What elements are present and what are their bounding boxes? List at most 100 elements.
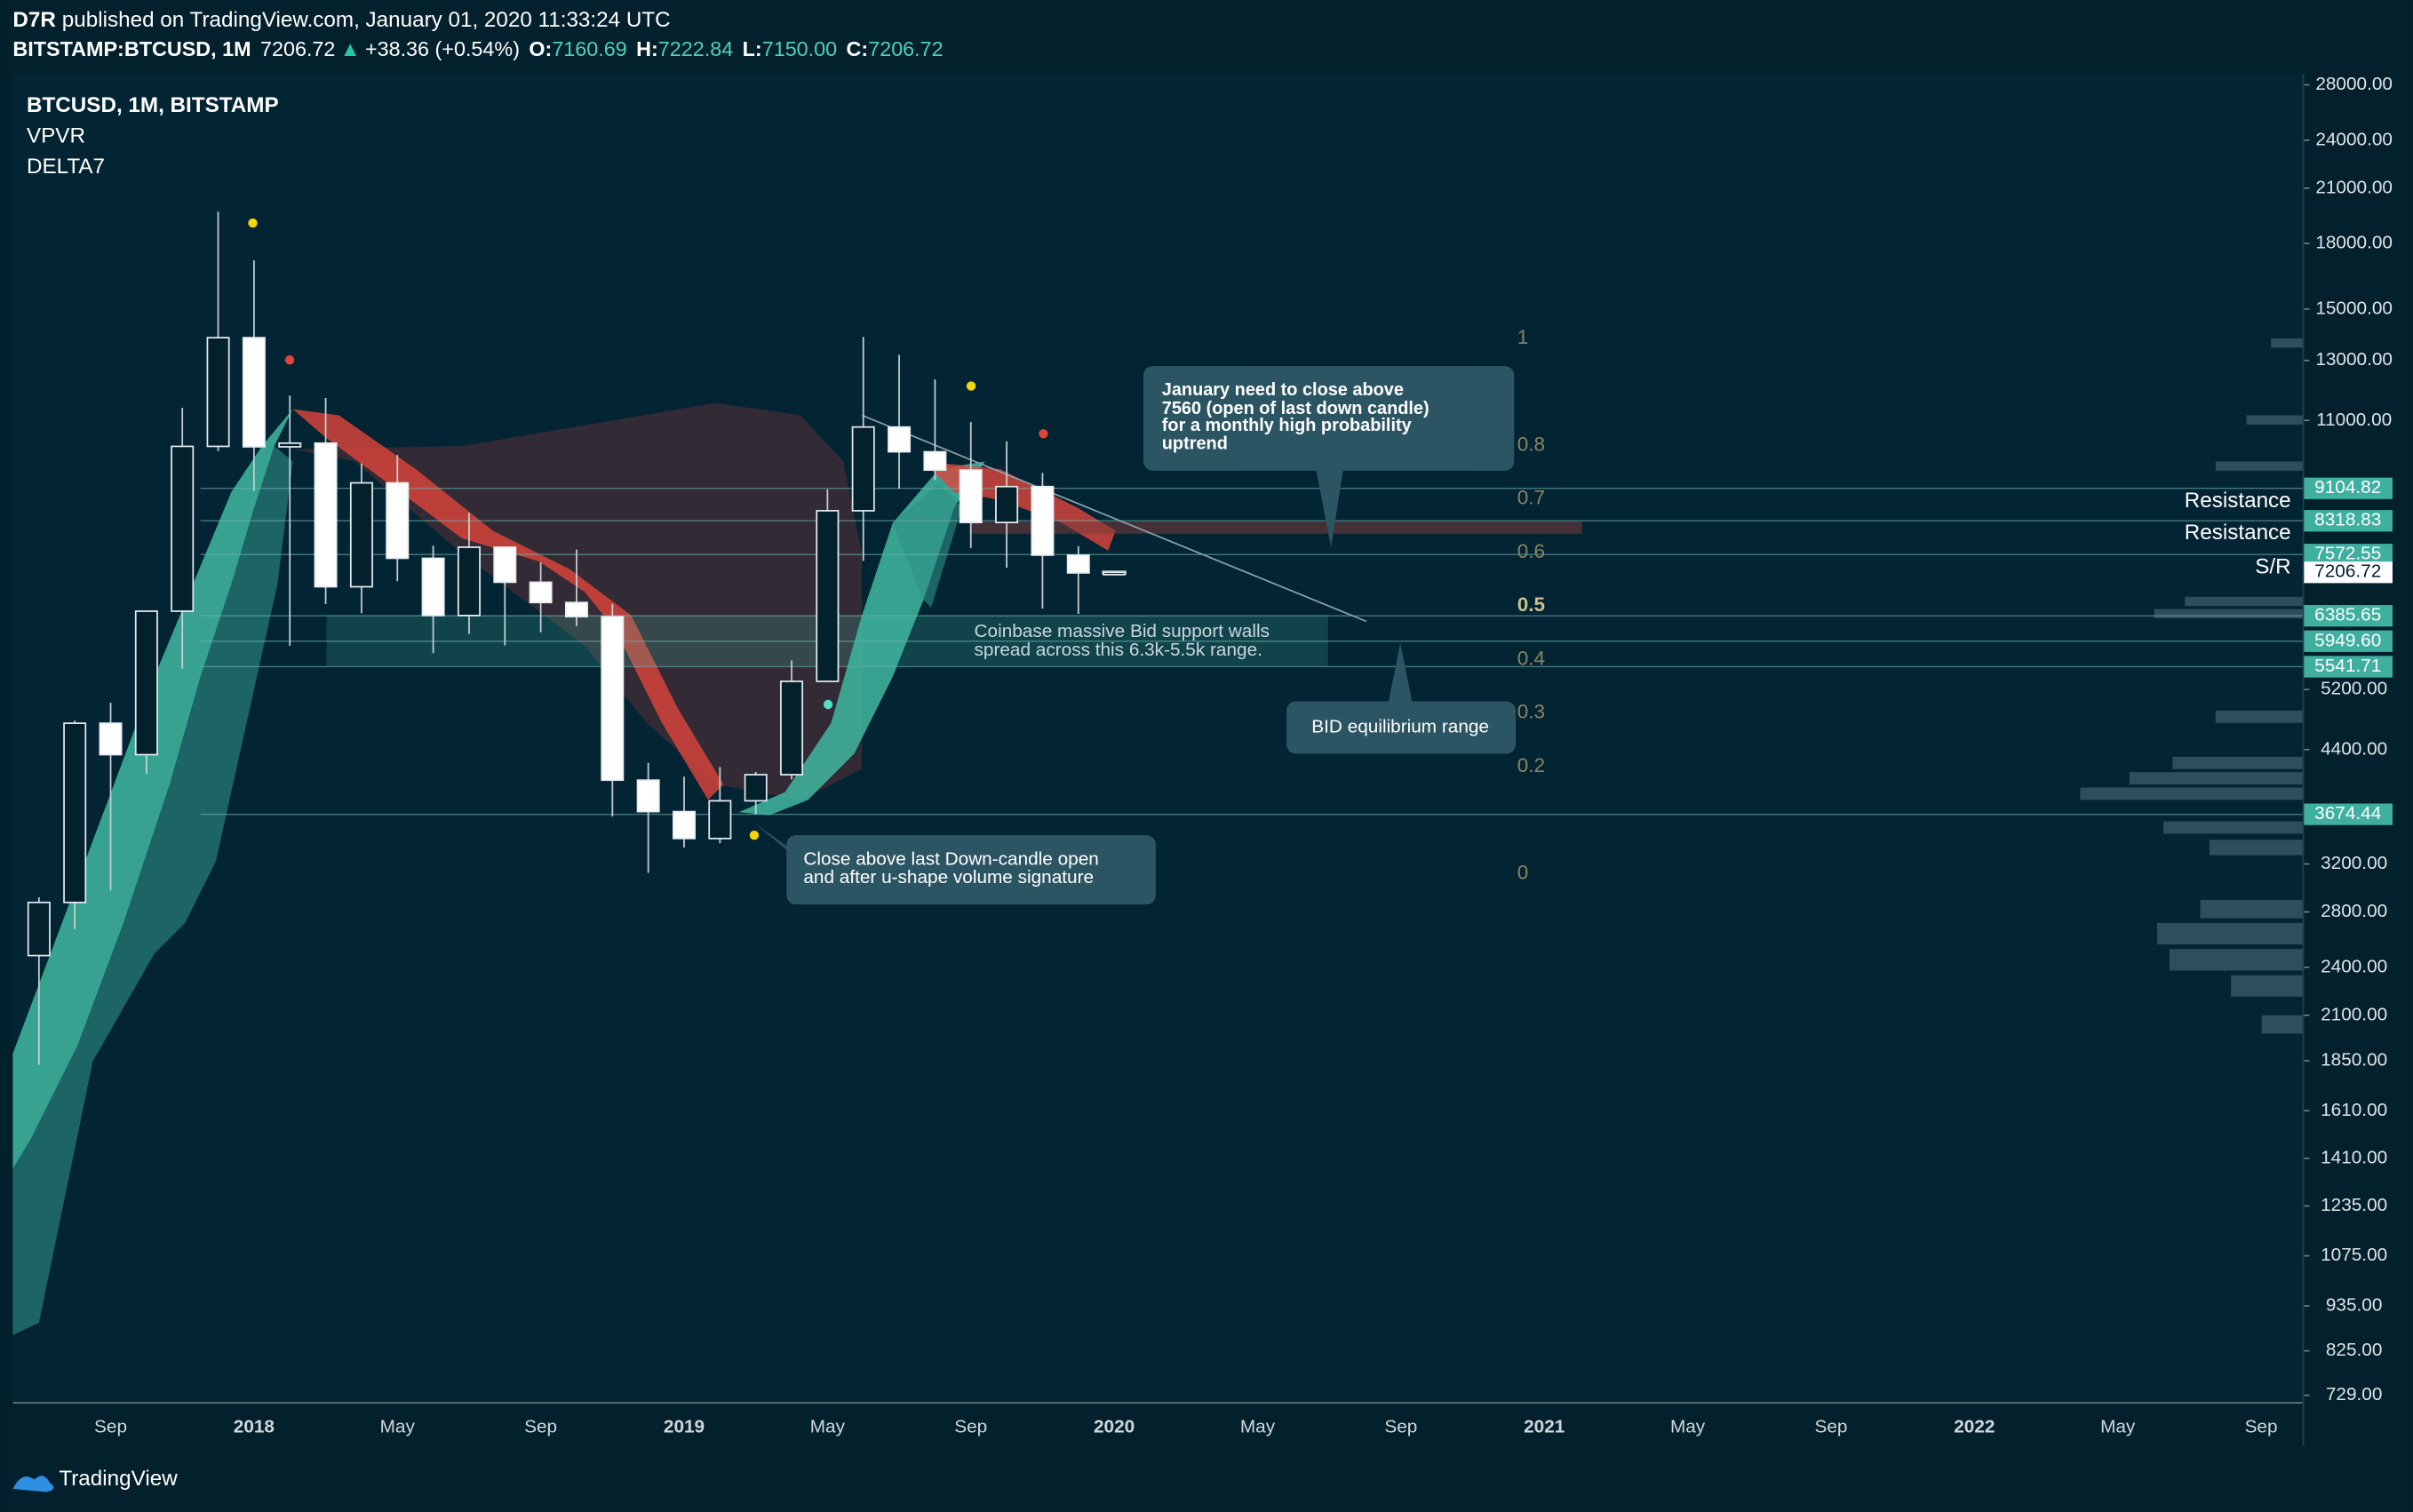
- volume-bar: [2080, 787, 2304, 800]
- fib-label: 0.6: [1517, 540, 1545, 562]
- candle-body: [959, 469, 983, 523]
- x-tick-label: Sep: [94, 1416, 127, 1436]
- volume-bar: [2231, 975, 2304, 997]
- callout: BID equilibrium range: [1286, 642, 1517, 754]
- last: 7206.72: [260, 37, 335, 60]
- callout-text: and after u-shape volume signature: [803, 867, 1094, 887]
- candle-body: [99, 722, 123, 756]
- price-label: 6385.65: [2314, 605, 2381, 625]
- ohlc-key: H:: [636, 37, 658, 60]
- fib-label: 0.5: [1517, 593, 1545, 616]
- signal-dot: [966, 381, 976, 391]
- legend-indicator: VPVR: [27, 124, 85, 148]
- x-tick-label: May: [380, 1416, 416, 1436]
- signal-dot: [823, 699, 833, 710]
- price-label: 5541.71: [2314, 656, 2381, 676]
- y-tick-label: 1235.00: [2321, 1195, 2387, 1215]
- last-price-box: [2303, 561, 2393, 584]
- callout-text: BID equilibrium range: [1311, 716, 1489, 736]
- indicator-clouds: [12, 402, 1116, 1335]
- y-tick-label: 1075.00: [2321, 1245, 2387, 1265]
- ohlc-value: 7206.72: [868, 37, 943, 60]
- y-tick-label: 28000.00: [2315, 74, 2393, 94]
- fib-label: 0: [1517, 861, 1529, 883]
- candle-body: [493, 546, 517, 584]
- y-tick-label: 825.00: [2326, 1340, 2383, 1360]
- publish-line: D7R published on TradingView.com, January…: [12, 9, 670, 33]
- fib-label: 1: [1517, 326, 1529, 348]
- price-label: 3674.44: [2314, 803, 2381, 824]
- x-tick-label: 2022: [1954, 1416, 1995, 1436]
- callout-box: [1286, 701, 1517, 754]
- volume-bar: [2129, 772, 2304, 785]
- level-text: S/R: [2255, 554, 2290, 578]
- y-tick-label: 13000.00: [2315, 349, 2393, 370]
- callout-text: 7560 (open of last down candle): [1162, 399, 1429, 418]
- callout-box: [786, 835, 1156, 905]
- x-tick-label: Sep: [954, 1416, 987, 1436]
- y-tick-label: 2400.00: [2321, 956, 2387, 976]
- fib-label: 0.8: [1517, 433, 1545, 455]
- symbol: BITSTAMP:BTCUSD, 1M: [12, 37, 251, 60]
- candle-body: [816, 510, 840, 682]
- ohlc-key: L:: [743, 37, 762, 60]
- candle-body: [888, 426, 912, 453]
- callout-text: January need to close above: [1162, 380, 1404, 400]
- volume-bar: [2200, 899, 2304, 919]
- callout: January need to close above 7560 (open o…: [1143, 366, 1515, 548]
- resistance-zone: [969, 521, 1582, 534]
- candle-body: [708, 800, 732, 840]
- volume-bar: [2246, 415, 2304, 425]
- y-tick-label: 729.00: [2326, 1384, 2383, 1405]
- zone-text: Coinbase massive Bid support walls: [975, 621, 1270, 641]
- legend-symbol: BTCUSD, 1M, BITSTAMP: [27, 93, 279, 117]
- x-tick-label: 2020: [1094, 1416, 1135, 1436]
- y-tick-label: 3200.00: [2321, 853, 2387, 873]
- fib-label: 0.2: [1517, 754, 1545, 776]
- volume-profile: [2080, 338, 2304, 1034]
- chart-layer: 28000.00 24000.00 21000.00 18000.00 15000.00…: [27, 74, 2393, 1436]
- candle-body: [1066, 554, 1090, 574]
- y-tick-label: 1850.00: [2321, 1050, 2387, 1070]
- y-tick-label: 24000.00: [2315, 129, 2393, 149]
- callout-box: [1143, 366, 1515, 471]
- green-band-lower: [12, 446, 293, 1335]
- green-band: [12, 409, 293, 1169]
- y-tick-label: 5200.00: [2321, 679, 2387, 699]
- green-band-lower: [892, 484, 962, 608]
- price-label-box: [2303, 510, 2393, 532]
- x-tick-label: 2018: [234, 1416, 275, 1436]
- fib-label: 0.4: [1517, 647, 1545, 669]
- callout-text: Close above last Down-candle open: [803, 848, 1098, 869]
- y-tick-label: 2100.00: [2321, 1004, 2387, 1024]
- fib-label: 0.7: [1517, 487, 1545, 509]
- x-tick-label: May: [810, 1416, 846, 1436]
- candle-body: [636, 779, 660, 813]
- candle-body: [529, 581, 553, 604]
- y-tick-label: 2800.00: [2321, 901, 2387, 921]
- candle-body: [457, 546, 481, 617]
- volume-bar: [2162, 821, 2304, 834]
- callout-pointer: [1315, 467, 1344, 548]
- volume-bar: [2169, 949, 2304, 971]
- candle-body: [386, 481, 410, 560]
- change: +38.36 (+0.54%): [365, 37, 520, 60]
- ohlc-key: C:: [847, 37, 869, 60]
- candle-body: [171, 445, 195, 612]
- candle-body: [314, 442, 338, 588]
- callout-pointer: [1388, 642, 1414, 704]
- signal-dot: [1039, 429, 1048, 439]
- ohlc-value: 7222.84: [658, 37, 733, 60]
- price-label: 5949.60: [2314, 630, 2381, 650]
- x-tick-label: Sep: [1384, 1416, 1417, 1436]
- candle-body: [995, 485, 1019, 523]
- candle-body: [1103, 571, 1127, 576]
- x-tick-label: May: [1670, 1416, 1706, 1436]
- callout-text: for a monthly high probability: [1162, 416, 1412, 435]
- arrow: ▲: [340, 37, 361, 60]
- callout-text: uptrend: [1162, 434, 1228, 454]
- symbol-line: BITSTAMP:BTCUSD, 1M 7206.72 ▲ +38.36 (+0.54…: [12, 37, 943, 60]
- candle-body: [780, 680, 804, 776]
